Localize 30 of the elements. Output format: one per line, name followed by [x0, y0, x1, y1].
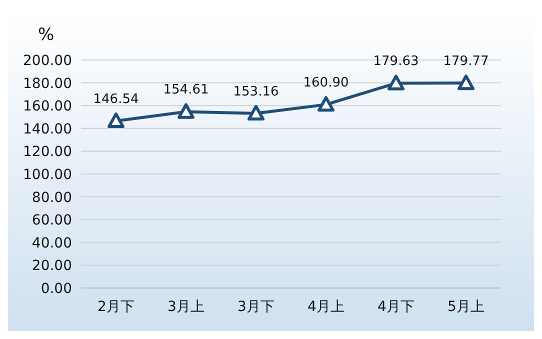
data-label: 179.77 — [443, 54, 489, 70]
point — [388, 74, 404, 90]
y-tick-label: 20.00 — [32, 258, 72, 274]
x-tick-label: 4月上 — [308, 299, 344, 315]
y-tick-label: 100.00 — [23, 167, 72, 183]
y-tick-label: 60.00 — [32, 212, 72, 229]
y-axis-title: % — [38, 25, 54, 45]
x-tick-label: 2月下 — [98, 299, 134, 315]
point — [458, 74, 474, 90]
x-tick-label: 4月下 — [378, 299, 414, 315]
data-label: 179.63 — [373, 54, 419, 70]
data-label: 154.61 — [163, 82, 209, 98]
point — [248, 104, 264, 120]
data-label: 160.90 — [303, 76, 349, 91]
x-tick-label: 5月上 — [448, 299, 484, 315]
y-tick-label: 120.00 — [23, 144, 72, 160]
data-label: 146.54 — [93, 92, 139, 107]
x-tick-label: 3月下 — [238, 299, 274, 315]
point — [318, 96, 334, 112]
point — [108, 112, 124, 128]
y-tick-label: 140.00 — [23, 121, 72, 138]
y-tick-label: 80.00 — [32, 190, 72, 206]
x-tick-label: 3月上 — [168, 299, 204, 315]
y-tick-label: 40.00 — [32, 235, 72, 252]
y-tick-label: 200.00 — [23, 53, 72, 69]
point — [178, 103, 194, 119]
y-tick-label: 0.00 — [40, 281, 72, 297]
y-tick-label: 180.00 — [23, 76, 72, 92]
y-tick-label: 160.00 — [23, 98, 72, 115]
data-label: 153.16 — [233, 84, 279, 100]
